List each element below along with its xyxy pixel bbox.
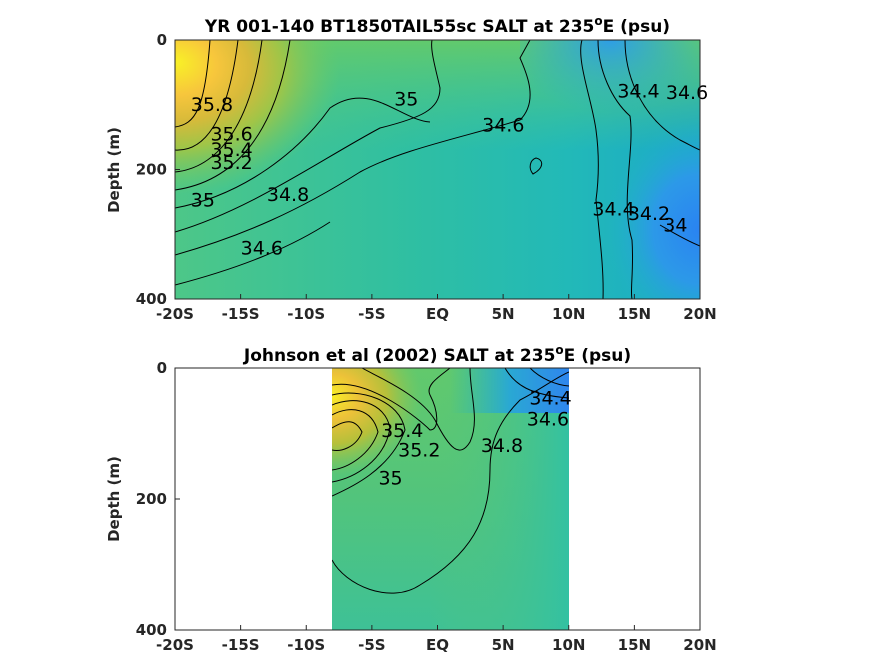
panel-2-x-tick-label: EQ [426, 636, 449, 654]
panel-1-x-tick-label: -10S [287, 305, 325, 323]
panel-2-contour-label: 35.4 [381, 420, 423, 442]
panel-2-contour-label: 35 [378, 468, 402, 490]
panel-2-y-tick-label: 200 [136, 490, 167, 508]
panel-1-y-label: Depth (m) [105, 127, 123, 213]
panel-2-contours [332, 368, 569, 594]
panel-2-contour-label: 34.4 [529, 388, 571, 410]
panel-2-field [332, 368, 569, 630]
panel-1-contour-label: 35 [191, 189, 215, 211]
panel-1-contour-label: 34.6 [666, 82, 708, 104]
panel-1-x-tick-label: 10N [552, 305, 585, 323]
panel-2-contour-labels: 35.435.2 35 34.8 34.434.6 [378, 388, 571, 490]
panel-2-y-tick-label: 400 [136, 621, 167, 639]
panel-2: Johnson et al (2002) SALT at 235oE (psu)… [105, 343, 717, 654]
panel-2-x-tick-label: -20S [156, 636, 194, 654]
panel-2-x-tick-label: 10N [552, 636, 585, 654]
panel-2-contour-label: 35.2 [398, 439, 440, 461]
panel-1-contour-label: 34.4 [617, 81, 659, 103]
panel-1-x-tick-label: 15N [618, 305, 651, 323]
panel-2-x-tick-label: -15S [222, 636, 260, 654]
panel-2-x-tick-label: -10S [287, 636, 325, 654]
panel-1-x-axis: -20S -15S -10S -5S EQ 5N 10N 15N 20N [156, 294, 717, 323]
panel-1-x-tick-label: -20S [156, 305, 194, 323]
panel-2-x-tick-label: -5S [358, 636, 385, 654]
panel-1-contour-label: 34.4 [592, 198, 634, 220]
panel-1-y-tick-label: 200 [136, 161, 167, 179]
panel-1-contour-label: 34.8 [267, 184, 309, 206]
panel-1-y-tick-label: 400 [136, 290, 167, 308]
panel-1-title: YR 001-140 BT1850TAIL55sc SALT at 235oE … [204, 14, 670, 37]
panel-1-contour-label: 35.6 [210, 123, 252, 145]
panel-1-contour-label: 35.4 [210, 139, 252, 161]
panel-1-contour-label: 35 [394, 88, 418, 110]
panel-1-y-tick-label: 0 [157, 31, 167, 49]
panel-2-y-axis: 0 200 400 [136, 359, 180, 639]
panel-2-x-tick-label: 20N [683, 636, 716, 654]
panel-1-x-tick-label: EQ [426, 305, 449, 323]
panel-1-field [175, 40, 700, 299]
panel-2-title: Johnson et al (2002) SALT at 235oE (psu) [243, 343, 631, 366]
panel-2-x-tick-label: 5N [492, 636, 515, 654]
panel-1-contour-labels: 35.8 35.635.435.2 35 34.8 34.6 35 34.6 34.4 34.6… [191, 81, 708, 260]
panel-1-contour-label: 34.6 [482, 114, 524, 136]
panel-2-contour-label: 34.6 [527, 409, 569, 431]
panel-1: YR 001-140 BT1850TAIL55sc SALT at 235oE … [105, 14, 717, 323]
panel-1-contour-label: 34.2 [628, 203, 670, 225]
panel-2-x-tick-label: 15N [618, 636, 651, 654]
panel-2-y-tick-label: 0 [157, 359, 167, 377]
panel-1-y-axis: 0 200 400 [136, 31, 180, 308]
panel-2-x-axis: -20S -15S -10S -5S EQ 5N 10N 15N 20N [156, 625, 717, 654]
panel-1-x-tick-label: 20N [683, 305, 716, 323]
panel-1-x-tick-label: 5N [492, 305, 515, 323]
panel-1-contour-label: 35.2 [210, 152, 252, 174]
panel-2-contour-label: 34.8 [481, 435, 523, 457]
panel-1-x-tick-label: -15S [222, 305, 260, 323]
panel-1-contours [175, 40, 700, 299]
panel-1-contour-label: 34 [663, 215, 687, 237]
panel-2-y-label: Depth (m) [105, 456, 123, 542]
panel-1-contour-label: 34.6 [241, 237, 283, 259]
panel-1-x-tick-label: -5S [358, 305, 385, 323]
panel-1-contour-label: 35.8 [191, 94, 233, 116]
